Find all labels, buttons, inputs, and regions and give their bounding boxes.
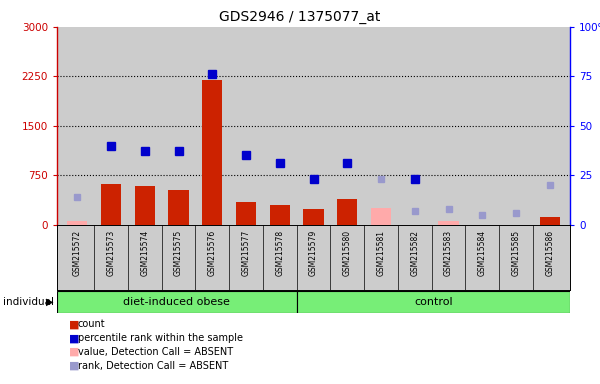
Bar <box>101 184 121 225</box>
Text: ■: ■ <box>69 319 79 329</box>
Bar <box>337 199 358 225</box>
Bar <box>67 221 88 225</box>
Bar <box>269 205 290 225</box>
Bar <box>169 190 188 225</box>
Text: GSM215582: GSM215582 <box>410 230 419 276</box>
Bar <box>202 80 223 225</box>
Text: ■: ■ <box>69 347 79 357</box>
Text: GSM215581: GSM215581 <box>377 230 386 276</box>
Bar <box>371 214 391 225</box>
Text: GSM215577: GSM215577 <box>241 230 251 276</box>
Text: GSM215578: GSM215578 <box>275 230 284 276</box>
Text: GSM215576: GSM215576 <box>208 230 217 276</box>
Text: GSM215583: GSM215583 <box>444 230 453 276</box>
Text: GSM215574: GSM215574 <box>140 230 149 276</box>
Text: GSM215580: GSM215580 <box>343 230 352 276</box>
Bar <box>439 221 458 225</box>
Bar <box>134 186 155 225</box>
Bar <box>67 221 88 225</box>
Text: count: count <box>78 319 106 329</box>
FancyBboxPatch shape <box>296 291 570 313</box>
Text: GSM215579: GSM215579 <box>309 230 318 276</box>
FancyBboxPatch shape <box>57 291 296 313</box>
Bar <box>304 209 323 225</box>
Text: GSM215572: GSM215572 <box>73 230 82 276</box>
Text: value, Detection Call = ABSENT: value, Detection Call = ABSENT <box>78 347 233 357</box>
Text: GSM215575: GSM215575 <box>174 230 183 276</box>
Text: GSM215573: GSM215573 <box>107 230 115 276</box>
Text: ▶: ▶ <box>46 297 53 307</box>
Text: ■: ■ <box>69 333 79 343</box>
Text: diet-induced obese: diet-induced obese <box>124 297 230 307</box>
Bar <box>539 217 560 225</box>
Text: percentile rank within the sample: percentile rank within the sample <box>78 333 243 343</box>
Text: ■: ■ <box>69 361 79 371</box>
Text: GSM215584: GSM215584 <box>478 230 487 276</box>
Text: rank, Detection Call = ABSENT: rank, Detection Call = ABSENT <box>78 361 228 371</box>
Text: individual: individual <box>3 297 54 307</box>
Text: GDS2946 / 1375077_at: GDS2946 / 1375077_at <box>220 10 380 23</box>
Bar <box>371 207 391 225</box>
Bar <box>236 202 256 225</box>
Text: GSM215585: GSM215585 <box>511 230 521 276</box>
Text: GSM215586: GSM215586 <box>545 230 554 276</box>
Text: control: control <box>414 297 452 307</box>
